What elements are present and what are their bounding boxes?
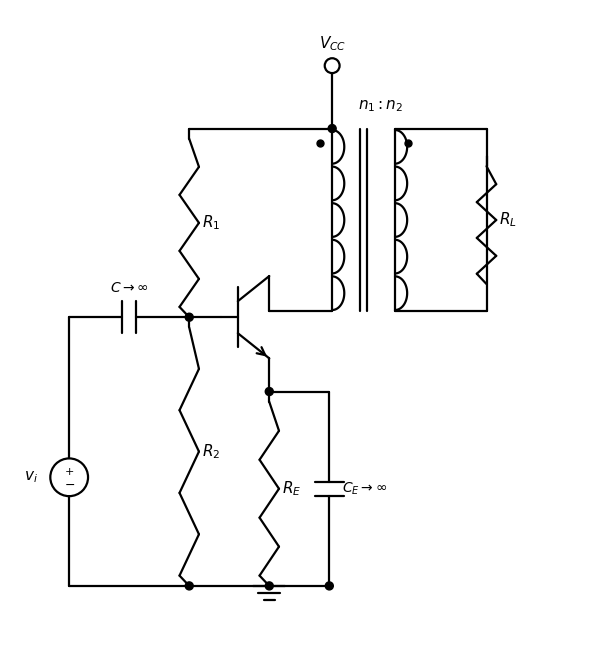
Circle shape [185,313,194,321]
Circle shape [266,582,273,590]
Text: $R_L$: $R_L$ [499,211,517,229]
Text: $+$: $+$ [64,466,74,477]
Text: $R_E$: $R_E$ [282,479,301,498]
Circle shape [328,125,336,133]
Circle shape [266,388,273,396]
Text: $-$: $-$ [64,478,75,491]
Circle shape [325,582,333,590]
Text: $R_1$: $R_1$ [202,213,220,232]
Text: $C\rightarrow\infty$: $C\rightarrow\infty$ [110,282,149,296]
Circle shape [185,582,194,590]
Text: $n_1 : n_2$: $n_1 : n_2$ [358,99,404,114]
Text: $C_E\rightarrow\infty$: $C_E\rightarrow\infty$ [342,481,387,497]
Text: $R_2$: $R_2$ [202,442,220,461]
Text: $V_{CC}$: $V_{CC}$ [319,34,346,53]
Text: $v_i$: $v_i$ [24,469,38,485]
